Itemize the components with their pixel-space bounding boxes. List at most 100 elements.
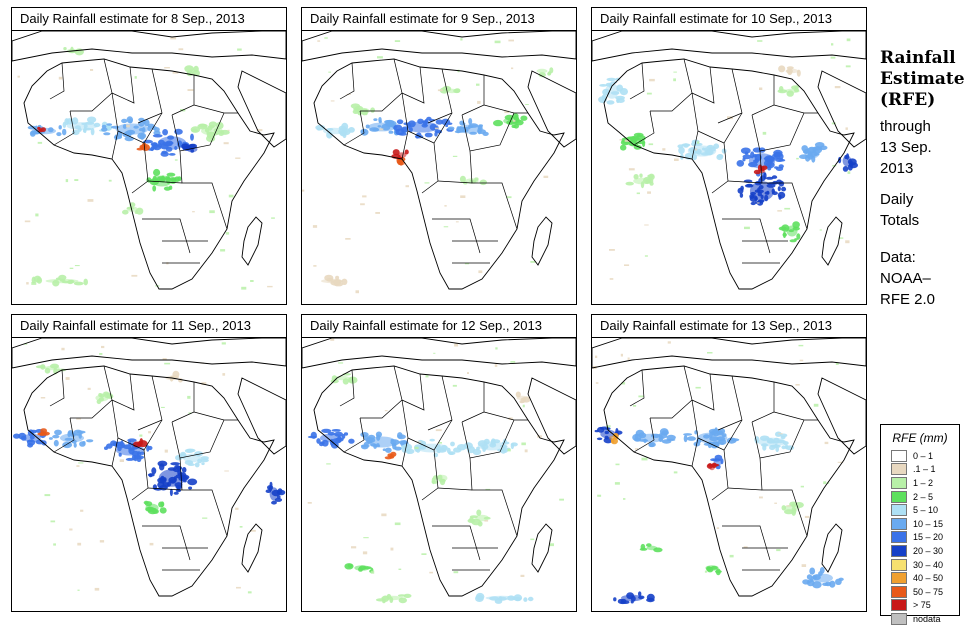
- country-border: [53, 417, 75, 453]
- rainfall-cell: [187, 478, 198, 486]
- rainfall-cell: [153, 130, 161, 136]
- rainfall-speckle: [606, 425, 611, 428]
- rainfall-speckle: [435, 429, 442, 432]
- rainfall-speckle: [223, 142, 229, 145]
- rainfall-area: [115, 123, 149, 135]
- legend-item: 10 – 15: [891, 517, 943, 531]
- rainfall-cell: [321, 428, 332, 433]
- rainfall-cell: [599, 84, 607, 87]
- country-border: [147, 487, 183, 491]
- country-border: [339, 369, 355, 407]
- rainfall-area: [446, 88, 458, 94]
- rainfall-speckle: [250, 280, 254, 282]
- rainfall-cell: [378, 117, 382, 123]
- rainfall-speckle: [615, 463, 620, 466]
- rainfall-cell: [62, 121, 67, 128]
- rainfall-cell: [373, 118, 378, 121]
- rainfall-cell: [479, 179, 487, 186]
- country-border: [461, 419, 515, 459]
- rainfall-speckle: [452, 384, 457, 387]
- rainfall-speckle: [313, 265, 317, 267]
- rainfall-cell: [606, 100, 615, 105]
- rainfall-speckle: [757, 40, 763, 42]
- country-border: [650, 58, 693, 112]
- rainfall-cell: [138, 117, 145, 122]
- rainfall-speckle: [235, 157, 241, 159]
- rainfall-area: [696, 432, 728, 444]
- rainfall-speckle: [476, 83, 480, 86]
- rainfall-cell: [719, 442, 725, 445]
- rainfall-cell: [633, 437, 642, 442]
- rainfall-speckle: [87, 387, 91, 390]
- rainfall-cell: [62, 128, 67, 136]
- rainfall-area: [784, 88, 800, 94]
- rainfall-cell: [106, 443, 113, 449]
- rainfall-speckle: [317, 40, 321, 42]
- rainfall-cell: [649, 442, 656, 448]
- rainfall-speckle: [149, 542, 154, 546]
- rainfall-speckle: [394, 40, 401, 42]
- rainfall-cell: [191, 128, 198, 133]
- coastline-arabia: [527, 70, 576, 148]
- legend-label: 15 – 20: [913, 532, 944, 543]
- country-border: [111, 373, 135, 411]
- rainfall-speckle: [438, 442, 442, 444]
- country-border: [633, 110, 655, 146]
- rainfall-speckle: [267, 285, 273, 288]
- rainfall-speckle: [845, 65, 851, 68]
- rainfall-speckle: [77, 542, 82, 546]
- rainfall-speckle: [425, 375, 429, 378]
- rainfall-speckle: [74, 179, 79, 181]
- rainfall-cell: [448, 451, 456, 455]
- rainfall-speckle: [525, 104, 529, 105]
- rainfall-speckle: [227, 129, 230, 131]
- rainfall-cell: [791, 85, 799, 90]
- rainfall-area: [503, 117, 521, 125]
- coastline-madagascar: [531, 216, 553, 266]
- rainfall-speckle: [437, 89, 443, 92]
- rainfall-cell: [121, 118, 128, 124]
- country-border: [401, 373, 425, 411]
- legend-label: > 75: [913, 600, 931, 611]
- rainfall-area: [758, 168, 766, 174]
- rainfall-speckle: [520, 574, 525, 577]
- rainfall-speckle: [249, 529, 256, 532]
- rainfall-speckle: [381, 513, 387, 517]
- rainfall-cell: [472, 448, 482, 456]
- rainfall-area: [456, 124, 484, 134]
- rainfall-speckle: [65, 377, 70, 380]
- rainfall-area: [709, 465, 715, 471]
- coastline-africa: [313, 365, 565, 597]
- through-date: through 13 Sep. 2013: [880, 116, 965, 179]
- map-canvas: [592, 338, 866, 611]
- rainfall-area: [321, 278, 343, 284]
- rainfall-speckle: [673, 71, 677, 73]
- rainfall-cell: [161, 150, 168, 154]
- rainfall-map: [592, 31, 866, 304]
- rainfall-speckle: [443, 226, 449, 228]
- rainfall-speckle: [87, 199, 94, 202]
- rainfall-speckle: [363, 537, 369, 539]
- coastline-europe: [302, 338, 576, 369]
- rainfall-speckle: [345, 238, 351, 240]
- rainfall-cell: [523, 597, 528, 602]
- legend-item: > 75: [891, 599, 943, 613]
- rainfall-cell: [683, 143, 689, 148]
- rainfall-speckle: [619, 139, 623, 141]
- legend-swatch: [891, 572, 907, 585]
- rainfall-speckle: [330, 338, 335, 341]
- rainfall-speckle: [416, 441, 422, 443]
- rainfall-cell: [271, 500, 277, 505]
- country-border: [70, 365, 113, 419]
- rainfall-cell: [343, 432, 349, 436]
- rainfall-cell: [785, 445, 795, 451]
- legend-item: 30 – 40: [891, 558, 943, 572]
- country-border: [147, 180, 183, 184]
- rainfall-area: [269, 487, 279, 501]
- map-panel: Daily Rainfall estimate for 9 Sep., 2013: [301, 7, 577, 305]
- rainfall-cell: [406, 449, 411, 454]
- rainfall-speckle: [627, 357, 630, 360]
- rainfall-speckle: [434, 127, 439, 130]
- country-border: [70, 58, 113, 112]
- rainfall-cell: [151, 467, 157, 475]
